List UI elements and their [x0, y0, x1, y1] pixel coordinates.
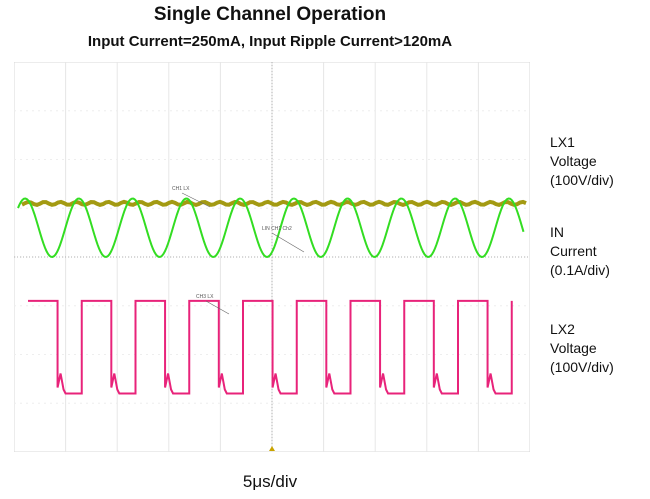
chart-title: Single Channel Operation [153, 4, 387, 25]
lx2-label-line3: (100V/div) [550, 359, 614, 375]
trace-callout-label: LIN CH1 Ch2 [262, 226, 292, 232]
oscilloscope-plot: CH1 LX LIN CH1 Ch2 CH3 LX [14, 62, 530, 452]
lx2-label-line2: Voltage [550, 340, 597, 356]
in-label-line3: (0.1A/div) [550, 262, 610, 278]
trace-in [17, 197, 525, 259]
lx1-label-line2: Voltage [550, 153, 597, 169]
trace-callout-label: CH3 LX [196, 294, 214, 300]
trigger-marker [269, 446, 275, 451]
traces [17, 197, 527, 395]
trace-lx2 [28, 299, 513, 395]
lx2-label-line1: LX2 [550, 321, 575, 337]
chart-subtitle: Input Current=250mA, Input Ripple Curren… [87, 33, 453, 50]
callout-leader [271, 232, 305, 253]
in-label: IN Current (0.1A/div) [550, 223, 610, 280]
trace-lx1 [21, 199, 527, 207]
in-label-line1: IN [550, 224, 564, 240]
x-axis-label: 5μs/div [242, 472, 298, 491]
trace-labels: CH1 LX LIN CH1 Ch2 CH3 LX [172, 186, 305, 315]
in-label-line2: Current [550, 243, 597, 259]
callout-leader [181, 192, 211, 208]
lx1-label-line3: (100V/div) [550, 172, 614, 188]
trace-callout-label: CH1 LX [172, 186, 190, 192]
lx2-label: LX2 Voltage (100V/div) [550, 320, 614, 377]
lx1-label: LX1 Voltage (100V/div) [550, 133, 614, 190]
lx1-label-line1: LX1 [550, 134, 575, 150]
callout-leader [205, 300, 230, 315]
